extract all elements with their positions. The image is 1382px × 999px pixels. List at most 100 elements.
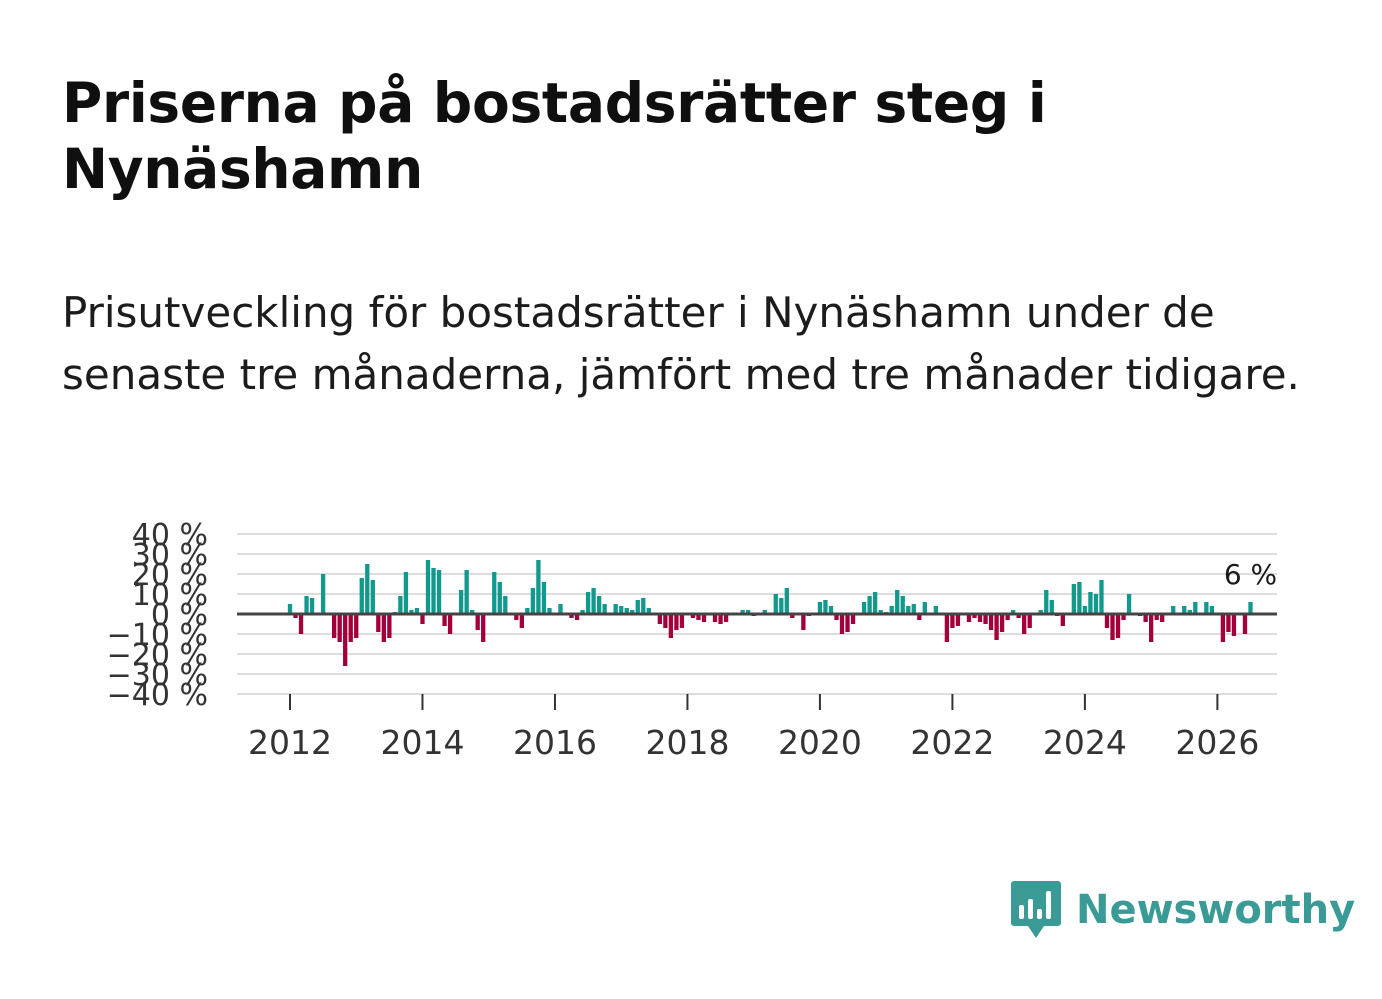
bar xyxy=(1022,614,1027,634)
bar xyxy=(370,580,375,614)
bar xyxy=(442,614,447,626)
bar xyxy=(900,596,905,614)
bar xyxy=(541,582,547,614)
y-tick-label: 40 % xyxy=(132,518,208,553)
bar xyxy=(972,614,977,618)
bar xyxy=(414,608,420,614)
bar xyxy=(994,614,999,640)
bar xyxy=(740,610,745,614)
x-tick-label: 2022 xyxy=(910,723,994,762)
bar xyxy=(1099,580,1104,614)
bar xyxy=(619,606,624,614)
x-tick-label: 2020 xyxy=(778,723,862,762)
bar xyxy=(630,610,635,614)
bar xyxy=(1148,614,1154,642)
bar xyxy=(999,614,1005,632)
bar xyxy=(613,604,618,614)
bar xyxy=(293,614,298,618)
bar xyxy=(359,578,364,614)
bar xyxy=(365,564,370,614)
bar xyxy=(773,594,778,614)
bar xyxy=(1016,614,1021,618)
bar xyxy=(332,614,337,638)
bar xyxy=(464,570,469,614)
bar xyxy=(1044,590,1049,614)
bar xyxy=(381,614,386,642)
bar xyxy=(591,588,596,614)
bar xyxy=(696,614,701,620)
grid-lines xyxy=(237,533,1277,695)
bar xyxy=(723,614,729,622)
x-tick-label: 2012 xyxy=(248,723,332,762)
bar xyxy=(1154,614,1159,620)
bar xyxy=(762,610,767,614)
bar xyxy=(674,614,679,630)
y-tick-label: −30 % xyxy=(107,658,208,693)
bar xyxy=(492,572,497,614)
bar xyxy=(497,582,502,614)
bar xyxy=(801,614,806,630)
last-value-label: 6 % xyxy=(1224,558,1277,591)
bar xyxy=(425,560,431,614)
bar xyxy=(779,598,784,614)
bar xyxy=(309,598,315,614)
bar xyxy=(746,610,751,614)
bar xyxy=(867,596,872,614)
bar xyxy=(977,614,983,622)
x-tick-label: 2014 xyxy=(380,723,464,762)
bar xyxy=(304,596,309,614)
bar xyxy=(657,614,662,624)
bar xyxy=(1220,614,1226,642)
bar xyxy=(530,588,536,614)
bar xyxy=(580,610,585,614)
bar xyxy=(1110,614,1115,640)
bar xyxy=(955,614,961,626)
bar xyxy=(475,614,480,630)
bar xyxy=(1104,614,1110,628)
bar xyxy=(1027,614,1032,628)
bar xyxy=(1060,614,1065,626)
bar xyxy=(917,614,922,620)
bar xyxy=(354,614,359,638)
bar xyxy=(1171,606,1176,614)
bar xyxy=(458,590,464,614)
bars xyxy=(287,560,1253,666)
bar xyxy=(1242,614,1248,634)
bar xyxy=(547,608,552,614)
bar xyxy=(988,614,994,630)
bar xyxy=(343,614,348,666)
bar xyxy=(1193,602,1198,614)
y-tick-label: 0 % xyxy=(151,598,208,633)
bar xyxy=(878,610,883,614)
y-tick-label: 30 % xyxy=(132,538,208,573)
bar xyxy=(712,614,718,622)
bar xyxy=(966,614,972,622)
bar xyxy=(1143,614,1148,622)
bar xyxy=(646,608,651,614)
bar xyxy=(409,610,414,614)
bar xyxy=(663,614,668,628)
bar xyxy=(1049,600,1054,614)
x-tick-label: 2016 xyxy=(513,723,597,762)
bar xyxy=(895,590,900,614)
bar xyxy=(784,588,789,614)
bar xyxy=(983,614,988,624)
bar xyxy=(503,596,508,614)
bar xyxy=(872,592,878,614)
bar xyxy=(398,596,403,614)
bar xyxy=(1226,614,1231,632)
bar xyxy=(823,600,828,614)
bar xyxy=(839,614,845,634)
bar xyxy=(1231,614,1237,636)
chart-subtitle: Prisutveckling för bostadsrätter i Nynäs… xyxy=(62,288,1300,399)
bar xyxy=(950,614,955,628)
bar xyxy=(922,602,927,614)
bar xyxy=(1088,592,1093,614)
bar xyxy=(481,614,486,642)
bar xyxy=(287,604,293,614)
bar xyxy=(911,604,916,614)
x-tick-label: 2024 xyxy=(1043,723,1127,762)
bar xyxy=(817,602,823,614)
bar xyxy=(933,606,939,614)
bar xyxy=(718,614,723,624)
